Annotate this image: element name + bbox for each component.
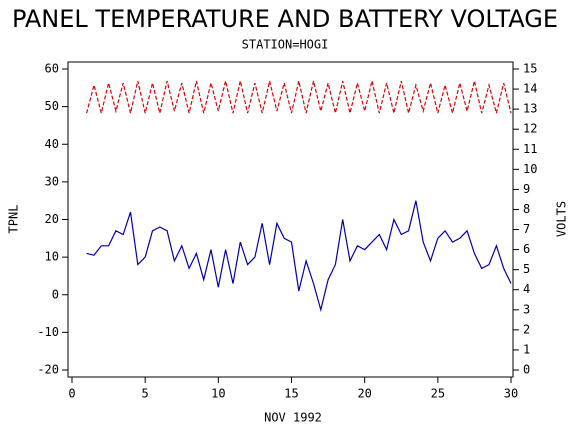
x-tick-label: 15 [284,387,298,401]
y-tick-label: -10 [37,325,59,339]
y2-tick-label: 11 [523,142,537,156]
x-tick-label: 20 [357,387,371,401]
chart-subtitle: STATION=HOGI [242,38,329,52]
y2-tick-label: 1 [523,342,530,356]
x-tick-label: 10 [211,387,225,401]
x-axis-label: NOV 1992 [264,411,322,425]
y2-tick-label: 7 [523,222,530,236]
y-tick-label: 30 [45,174,59,188]
y2-tick-label: 5 [523,262,530,276]
y2-tick-label: 0 [523,363,530,377]
y-axis-label: TPNL [7,205,21,234]
y-tick-label: 10 [45,250,59,264]
y2-tick-label: 14 [523,82,537,96]
series-line [86,200,512,313]
x-tick-label: 5 [142,387,149,401]
y2-tick-label: 4 [523,282,530,296]
y2-tick-label: 12 [523,122,537,136]
y2-tick-label: 15 [523,62,537,76]
y2-tick-label: 3 [523,302,530,316]
x-tick-label: 25 [431,387,445,401]
y-tick-label: 40 [45,137,59,151]
y2-tick-label: 2 [523,322,530,336]
y-tick-label: 50 [45,99,59,113]
y-tick-label: 0 [52,287,59,301]
y-tick-label: 60 [45,62,59,76]
series-line [86,80,512,114]
y2-tick-label: 8 [523,202,530,216]
y2-axis-label: VOLTS [555,201,569,237]
y-tick-label: -20 [37,363,59,377]
y2-tick-label: 6 [523,242,530,256]
x-tick-label: 0 [68,387,75,401]
x-tick-label: 30 [504,387,518,401]
y2-tick-label: 9 [523,182,530,196]
y-tick-label: 20 [45,212,59,226]
chart-title: PANEL TEMPERATURE AND BATTERY VOLTAGE [12,5,558,33]
y2-tick-label: 10 [523,162,537,176]
y2-tick-label: 13 [523,102,537,116]
